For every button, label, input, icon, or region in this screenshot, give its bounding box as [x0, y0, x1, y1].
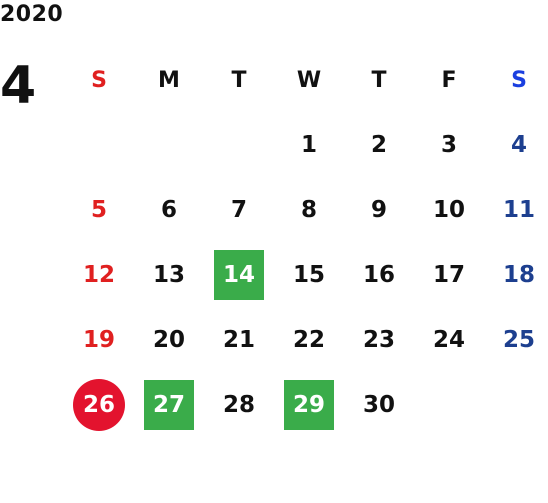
day-cell[interactable]: 15	[292, 261, 325, 288]
day-cell[interactable]: 5	[90, 196, 107, 223]
weekday-header-thursday: T	[371, 67, 387, 93]
day-cell[interactable]: 10	[432, 196, 465, 223]
day-cell-highlighted[interactable]: 27	[134, 372, 204, 437]
day-cell-highlighted[interactable]: 29	[274, 372, 344, 437]
day-cell[interactable]: 1	[300, 131, 317, 158]
weekday-header-saturday: S	[511, 67, 527, 93]
green-day-marker: 27	[144, 379, 194, 430]
day-cell[interactable]: 11	[502, 196, 535, 223]
day-cell[interactable]: 13	[152, 261, 185, 288]
day-cell[interactable]: 16	[362, 261, 395, 288]
day-cell[interactable]: 21	[222, 326, 255, 353]
weekday-header-sunday: S	[91, 67, 107, 93]
year-label: 2020	[0, 2, 64, 27]
day-cell[interactable]: 2	[370, 131, 387, 158]
day-cell[interactable]: 25	[502, 326, 535, 353]
green-day-marker: 14	[214, 249, 264, 300]
weekday-header-monday: M	[158, 67, 180, 93]
day-cell[interactable]: 4	[510, 131, 527, 158]
calendar-grid: S M T W T F S 1 2 3 4 5 6 7 8 9 10 11 12…	[64, 48, 548, 502]
day-cell	[414, 372, 484, 437]
day-cell[interactable]: 30	[362, 391, 395, 418]
red-day-marker: 26	[73, 378, 125, 431]
day-cell[interactable]: 7	[230, 196, 247, 223]
green-day-marker: 29	[284, 379, 334, 430]
day-cell[interactable]: 8	[300, 196, 317, 223]
month-number: 4	[0, 56, 37, 116]
day-cell[interactable]: 28	[222, 391, 255, 418]
day-cell[interactable]: 24	[432, 326, 465, 353]
day-cell-highlighted[interactable]: 26	[64, 372, 134, 437]
weekday-header-friday: F	[441, 67, 457, 93]
day-cell[interactable]: 12	[82, 261, 115, 288]
day-cell	[134, 112, 204, 177]
day-cell[interactable]: 22	[292, 326, 325, 353]
day-cell[interactable]: 18	[502, 261, 535, 288]
day-cell[interactable]: 3	[440, 131, 457, 158]
day-cell[interactable]: 20	[152, 326, 185, 353]
day-cell	[484, 372, 548, 437]
day-cell[interactable]: 6	[160, 196, 177, 223]
day-cell	[64, 112, 134, 177]
day-cell[interactable]: 17	[432, 261, 465, 288]
day-cell-highlighted[interactable]: 14	[204, 242, 274, 307]
weekday-header-tuesday: T	[231, 67, 247, 93]
day-cell[interactable]: 23	[362, 326, 395, 353]
weekday-header-wednesday: W	[296, 67, 322, 93]
day-cell	[204, 112, 274, 177]
day-cell[interactable]: 9	[370, 196, 387, 223]
day-cell[interactable]: 19	[82, 326, 115, 353]
